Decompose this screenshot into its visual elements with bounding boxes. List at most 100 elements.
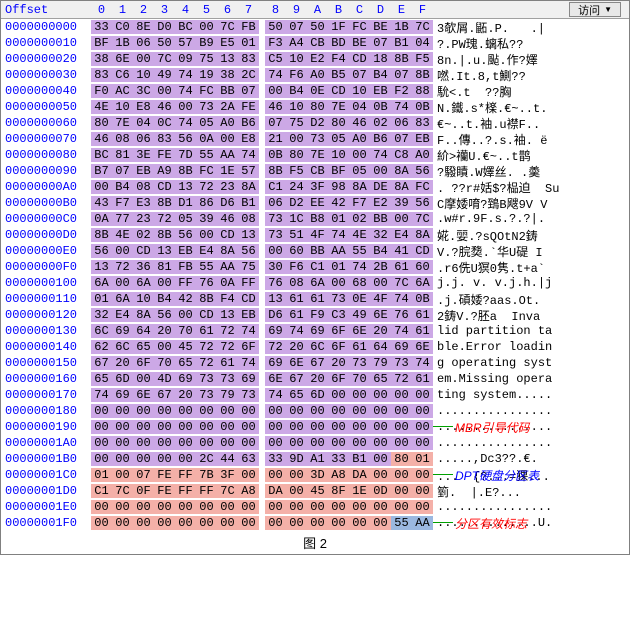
hex-byte[interactable]: 72	[196, 356, 217, 370]
hex-byte[interactable]: B6	[370, 132, 391, 146]
hex-byte[interactable]: E4	[112, 308, 133, 322]
hex-byte[interactable]: 72	[391, 372, 412, 386]
hex-byte[interactable]: F3	[265, 36, 286, 50]
hex-byte[interactable]: 6F	[328, 324, 349, 338]
hex-byte[interactable]: 00	[370, 276, 391, 290]
hex-byte[interactable]: CD	[217, 228, 238, 242]
hex-byte[interactable]: DA	[349, 468, 370, 482]
hex-byte[interactable]: 00	[91, 420, 112, 434]
hex-byte[interactable]: 00	[307, 436, 328, 450]
hex-byte[interactable]: A0	[307, 68, 328, 82]
hex-byte[interactable]: 00	[238, 468, 259, 482]
hex-byte[interactable]: 00	[265, 468, 286, 482]
hex-byte[interactable]: 8A	[391, 180, 412, 194]
hex-byte[interactable]: 00	[412, 404, 433, 418]
hex-byte[interactable]: EB	[175, 244, 196, 258]
hex-byte[interactable]: EE	[307, 196, 328, 210]
hex-byte[interactable]: 13	[217, 308, 238, 322]
hex-byte[interactable]: 72	[196, 340, 217, 354]
hex-byte[interactable]: 72	[217, 324, 238, 338]
hex-byte[interactable]: 00	[328, 516, 349, 530]
hex-byte[interactable]: 74	[175, 68, 196, 82]
hex-byte[interactable]: 00	[196, 404, 217, 418]
hex-byte[interactable]: FE	[154, 484, 175, 498]
hex-byte[interactable]: 69	[175, 372, 196, 386]
hex-byte[interactable]: 74	[391, 324, 412, 338]
hex-byte[interactable]: 20	[370, 324, 391, 338]
hex-byte[interactable]: 69	[265, 356, 286, 370]
hex-byte[interactable]: 00	[217, 420, 238, 434]
hex-byte[interactable]: EB	[412, 132, 433, 146]
hex-byte[interactable]: 05	[175, 212, 196, 226]
hex-byte[interactable]: BF	[328, 164, 349, 178]
hex-byte[interactable]: 7D	[175, 148, 196, 162]
hex-byte[interactable]: 7C	[391, 276, 412, 290]
hex-byte[interactable]: 6E	[265, 372, 286, 386]
hex-byte[interactable]: 3E	[133, 148, 154, 162]
hex-byte[interactable]: D2	[286, 196, 307, 210]
hex-byte[interactable]: 00	[91, 452, 112, 466]
hex-byte[interactable]: 4F	[307, 228, 328, 242]
hex-byte[interactable]: 55	[196, 260, 217, 274]
hex-byte[interactable]: 77	[112, 212, 133, 226]
hex-byte[interactable]: 63	[238, 452, 259, 466]
hex-byte[interactable]: 00	[307, 500, 328, 514]
hex-byte[interactable]: FE	[154, 148, 175, 162]
hex-byte[interactable]: E2	[370, 196, 391, 210]
hex-byte[interactable]: 1F	[328, 20, 349, 34]
hex-byte[interactable]: BB	[217, 84, 238, 98]
hex-byte[interactable]: 0A	[196, 132, 217, 146]
hex-byte[interactable]: 67	[154, 388, 175, 402]
hex-byte[interactable]: 86	[196, 196, 217, 210]
hex-byte[interactable]: 20	[328, 356, 349, 370]
hex-byte[interactable]: 73	[217, 372, 238, 386]
hex-byte[interactable]: 0A	[91, 212, 112, 226]
hex-byte[interactable]: D2	[307, 116, 328, 130]
hex-byte[interactable]: B1	[349, 452, 370, 466]
hex-byte[interactable]: FF	[175, 468, 196, 482]
hex-byte[interactable]: 13	[175, 180, 196, 194]
hex-byte[interactable]: 02	[133, 228, 154, 242]
hex-byte[interactable]: CD	[238, 292, 259, 306]
hex-byte[interactable]: FC	[412, 180, 433, 194]
hex-byte[interactable]: 10	[133, 292, 154, 306]
hex-byte[interactable]: 08	[238, 212, 259, 226]
hex-byte[interactable]: 6C	[91, 324, 112, 338]
hex-byte[interactable]: CD	[133, 244, 154, 258]
hex-byte[interactable]: 10	[349, 84, 370, 98]
hex-byte[interactable]: 07	[391, 68, 412, 82]
hex-byte[interactable]: 46	[349, 116, 370, 130]
hex-byte[interactable]: 00	[286, 500, 307, 514]
hex-byte[interactable]: 00	[112, 516, 133, 530]
hex-byte[interactable]: 01	[238, 36, 259, 50]
hex-byte[interactable]: 00	[391, 420, 412, 434]
hex-byte[interactable]: 00	[133, 452, 154, 466]
hex-byte[interactable]: 7C	[154, 52, 175, 66]
hex-byte[interactable]: A0	[349, 132, 370, 146]
hex-byte[interactable]: 0B	[265, 148, 286, 162]
hex-byte[interactable]: 68	[349, 276, 370, 290]
hex-byte[interactable]: 8B	[154, 228, 175, 242]
hex-byte[interactable]: 4F	[370, 292, 391, 306]
hex-byte[interactable]: 41	[391, 244, 412, 258]
hex-byte[interactable]: 80	[91, 116, 112, 130]
hex-byte[interactable]: 72	[217, 340, 238, 354]
hex-byte[interactable]: 00	[265, 244, 286, 258]
hex-byte[interactable]: 72	[154, 212, 175, 226]
hex-byte[interactable]: 00	[175, 516, 196, 530]
hex-byte[interactable]: 44	[217, 452, 238, 466]
hex-byte[interactable]: 8B	[91, 228, 112, 242]
hex-byte[interactable]: 00	[112, 420, 133, 434]
hex-byte[interactable]: 38	[91, 52, 112, 66]
hex-byte[interactable]: 49	[154, 68, 175, 82]
hex-byte[interactable]: FE	[238, 100, 259, 114]
hex-byte[interactable]: 00	[265, 500, 286, 514]
hex-byte[interactable]: 07	[238, 84, 259, 98]
hex-byte[interactable]: F5	[412, 52, 433, 66]
hex-byte[interactable]: F2	[391, 84, 412, 98]
hex-byte[interactable]: 06	[133, 132, 154, 146]
hex-byte[interactable]: 67	[91, 356, 112, 370]
hex-byte[interactable]: 6E	[133, 388, 154, 402]
hex-byte[interactable]: 00	[112, 404, 133, 418]
hex-byte[interactable]: A1	[307, 452, 328, 466]
